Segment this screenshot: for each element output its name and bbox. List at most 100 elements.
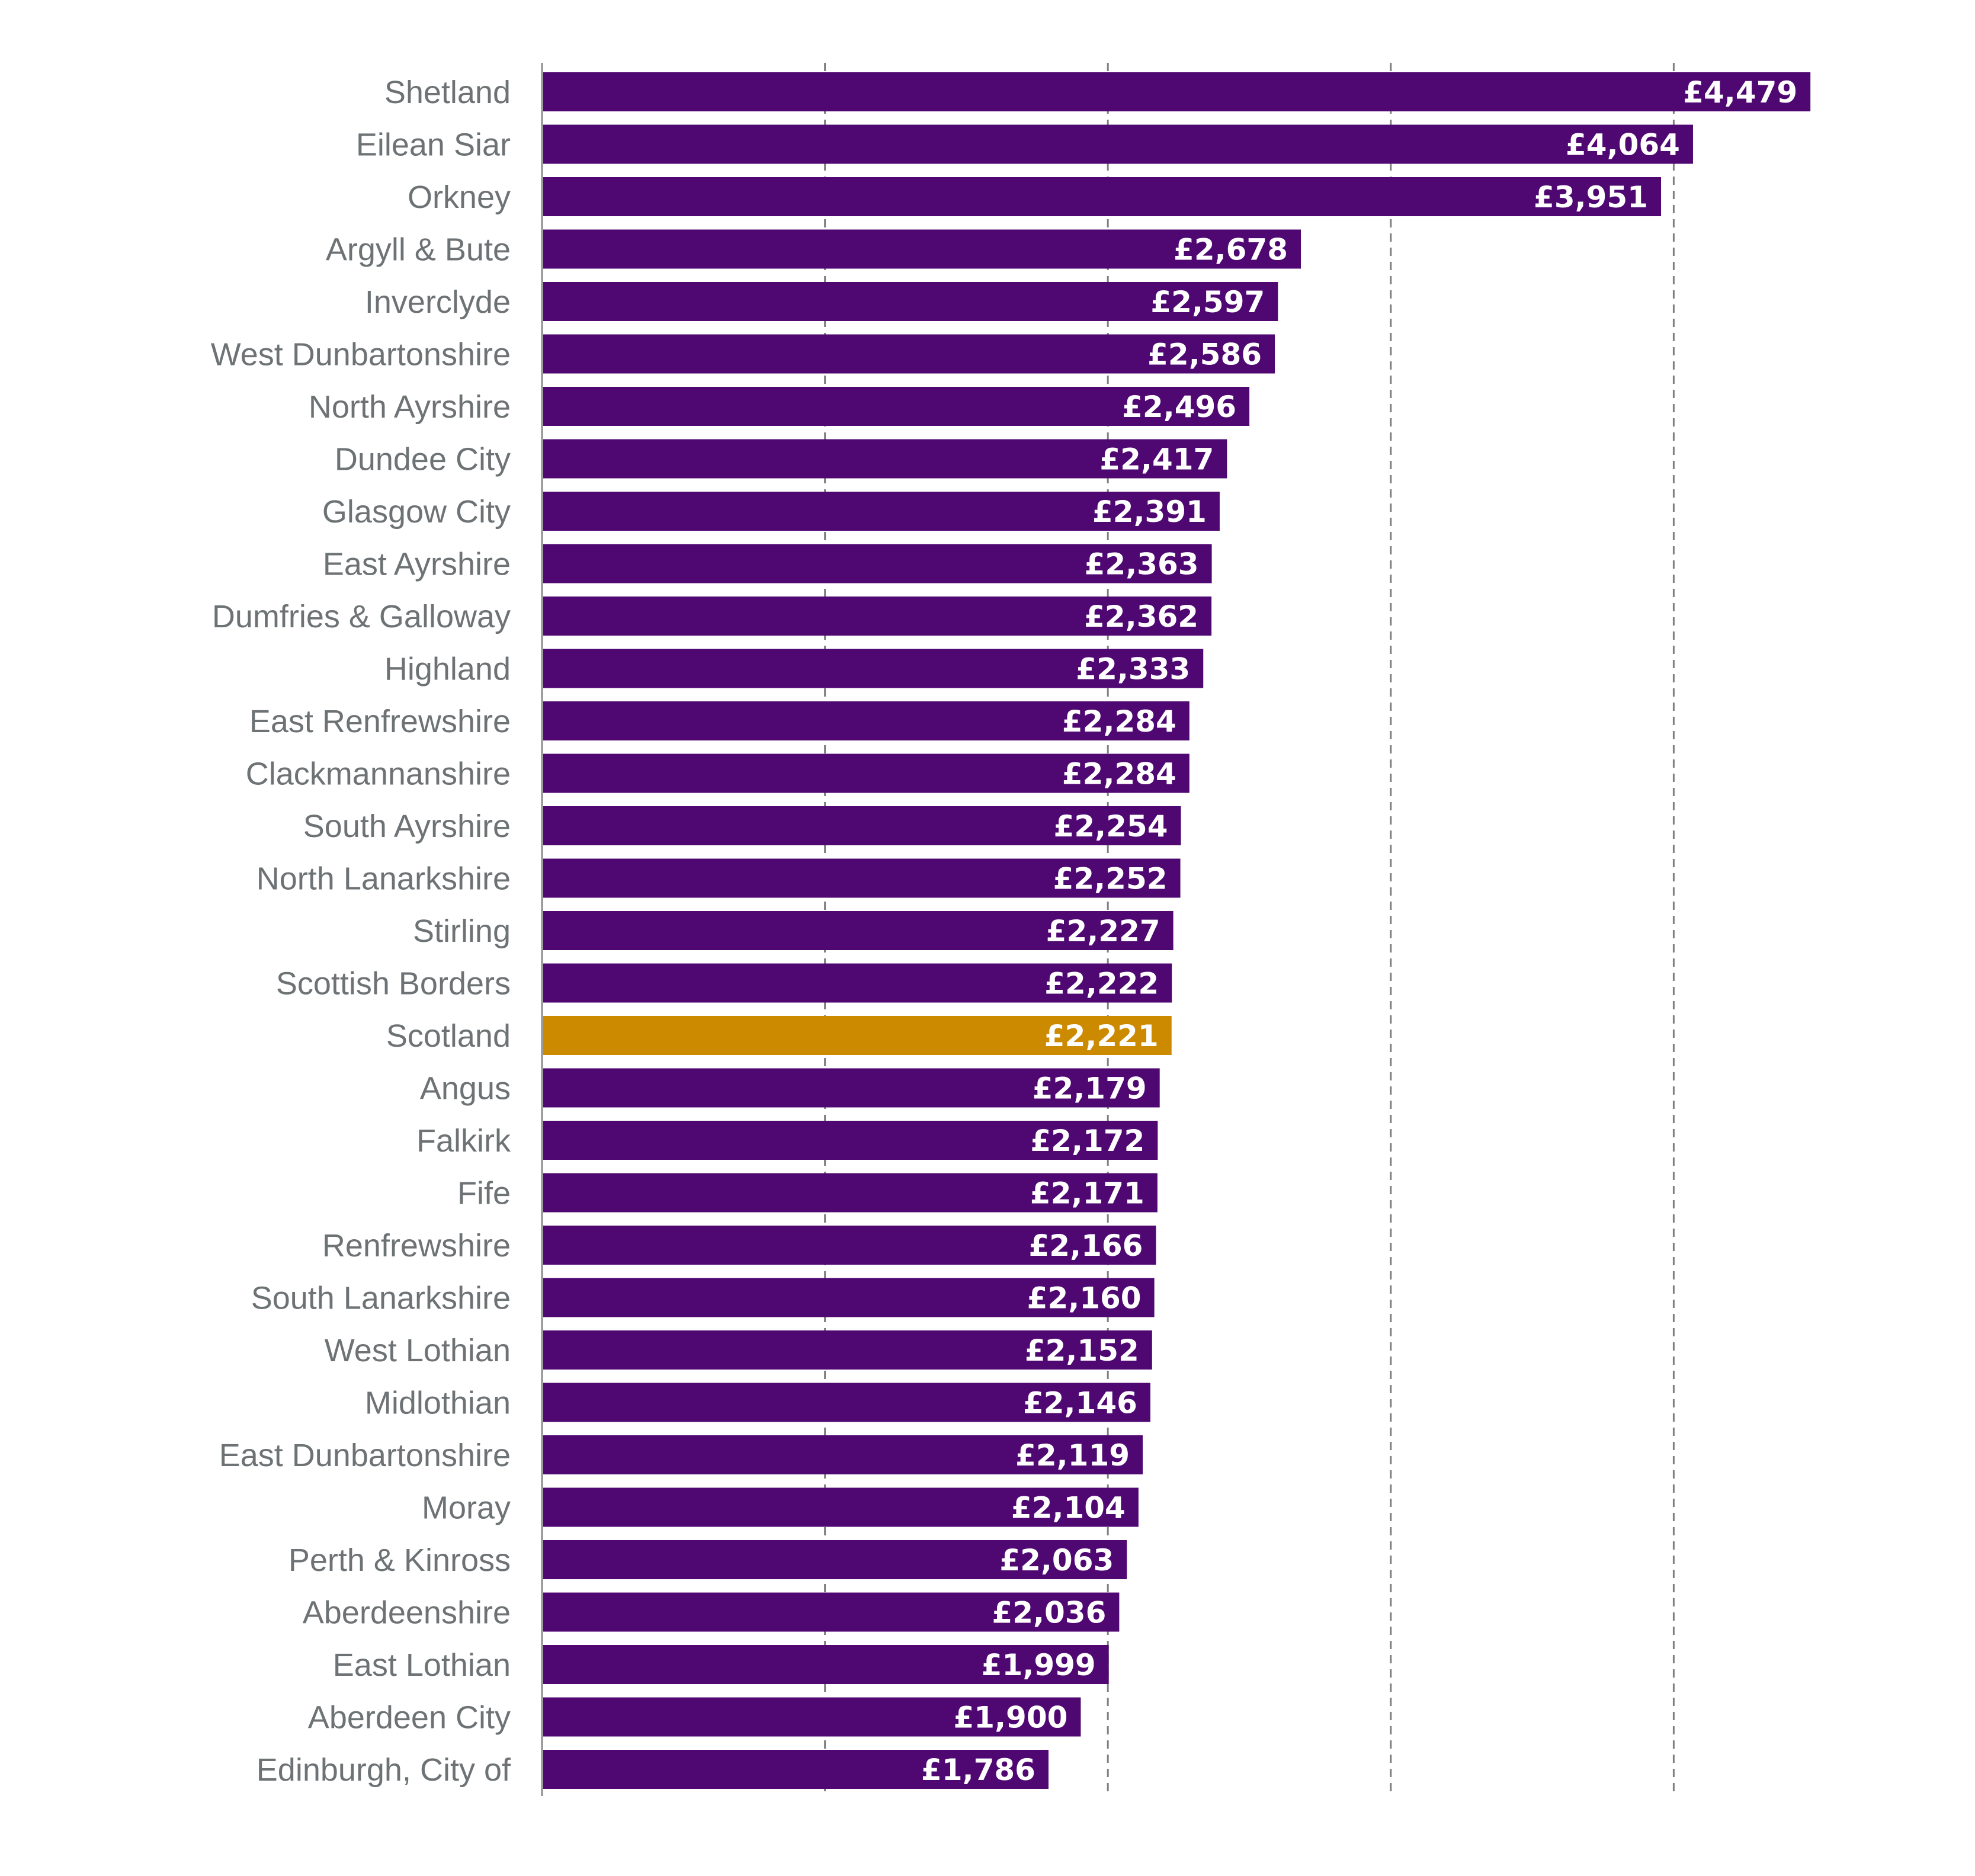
data-label: £2,227 [1046, 914, 1160, 948]
data-label: £2,171 [1030, 1176, 1144, 1211]
category-labels: Shetland Eilean Siar Orkney Argyll & Bute In… [211, 75, 511, 1788]
data-label: £2,586 [1147, 338, 1262, 372]
category-label: East Dunbartonshire [219, 1438, 511, 1473]
category-label: Edinburgh, City of [257, 1752, 511, 1788]
data-label: £2,146 [1023, 1386, 1137, 1420]
bar [543, 1226, 1156, 1265]
category-label: West Dunbartonshire [211, 337, 511, 373]
category-label: Aberdeenshire [303, 1595, 511, 1631]
category-label: Stirling [413, 913, 511, 949]
data-label: £2,221 [1044, 1019, 1159, 1053]
category-label: Perth & Kinross [288, 1543, 511, 1578]
bar [543, 1435, 1143, 1474]
data-label: £2,119 [1015, 1438, 1130, 1473]
bar [543, 544, 1212, 583]
data-label: £2,678 [1174, 233, 1288, 267]
bar [543, 701, 1190, 740]
category-label: South Lanarkshire [251, 1281, 511, 1316]
data-label: £3,951 [1534, 180, 1648, 214]
data-label: £1,786 [921, 1753, 1035, 1787]
category-label: East Renfrewshire [249, 704, 511, 739]
category-label: Dundee City [335, 442, 511, 477]
bar [543, 1750, 1049, 1789]
data-label: £2,417 [1099, 442, 1214, 477]
bar [543, 1592, 1120, 1632]
bar [543, 282, 1278, 321]
data-label: £2,063 [999, 1543, 1114, 1577]
category-label: East Lothian [333, 1647, 511, 1683]
category-label: Midlothian [365, 1386, 511, 1421]
category-label: Falkirk [416, 1123, 511, 1159]
category-label: Clackmannanshire [246, 756, 511, 792]
bar [543, 753, 1190, 793]
category-label: South Ayrshire [303, 809, 511, 844]
data-label: £2,284 [1062, 704, 1176, 739]
data-label: £2,172 [1030, 1124, 1144, 1158]
category-label: Moray [422, 1490, 511, 1526]
bar [543, 124, 1693, 164]
bar [543, 492, 1220, 531]
category-label: Shetland [384, 75, 511, 110]
bar [543, 177, 1661, 216]
bar [543, 72, 1811, 111]
data-label: £2,152 [1025, 1333, 1139, 1368]
bar [543, 1645, 1109, 1684]
bar [543, 1016, 1172, 1055]
bar [543, 1068, 1160, 1108]
bar [543, 387, 1250, 426]
bar [543, 1173, 1158, 1213]
data-label: £2,222 [1044, 967, 1159, 1001]
bar [543, 649, 1204, 688]
data-label: £2,166 [1029, 1229, 1143, 1263]
data-label: £4,064 [1566, 128, 1680, 162]
bars: £4,479£4,064 £3,951 £2,678 £2,597 £2,586 £2,4… [543, 72, 1811, 1789]
data-label: £2,284 [1062, 757, 1176, 791]
category-label: North Ayrshire [309, 389, 511, 425]
category-label: Orkney [408, 179, 511, 215]
category-label: Highland [384, 652, 511, 687]
category-label: Scottish Borders [276, 966, 511, 1002]
bar [543, 334, 1275, 374]
category-label: Dumfries & Galloway [212, 599, 511, 634]
bar [543, 858, 1181, 898]
bar [543, 806, 1181, 845]
bar [543, 597, 1212, 636]
category-label: Angus [420, 1071, 511, 1107]
category-label: North Lanarkshire [257, 861, 511, 897]
category-label: East Ayrshire [323, 547, 511, 582]
data-label: £2,391 [1092, 495, 1207, 529]
bar [543, 1487, 1139, 1527]
category-label: Glasgow City [322, 494, 511, 530]
category-label: Renfrewshire [322, 1228, 511, 1264]
data-label: £2,254 [1054, 809, 1168, 844]
bar [543, 229, 1301, 269]
bar [543, 911, 1174, 950]
bar [543, 1278, 1155, 1317]
bar [543, 963, 1172, 1003]
data-label: £2,104 [1011, 1491, 1126, 1525]
data-label: £2,179 [1033, 1072, 1147, 1106]
data-label: £2,252 [1053, 862, 1168, 896]
category-label: Inverclyde [365, 284, 511, 320]
data-label: £4,479 [1683, 75, 1797, 110]
bar [543, 1697, 1081, 1737]
bar [543, 1540, 1127, 1579]
data-label: £2,362 [1084, 599, 1198, 634]
category-label: Aberdeen City [308, 1700, 511, 1736]
data-label: £2,597 [1150, 285, 1265, 319]
category-label: Eilean Siar [356, 127, 511, 163]
category-label: West Lothian [325, 1333, 511, 1368]
bar [543, 439, 1227, 479]
data-label: £1,999 [982, 1648, 1096, 1682]
data-label: £2,160 [1027, 1281, 1142, 1316]
data-label: £2,363 [1085, 547, 1199, 582]
category-label: Scotland [386, 1018, 511, 1054]
bar [543, 1383, 1150, 1422]
category-label: Argyll & Bute [326, 232, 511, 268]
category-label: Fife [457, 1176, 511, 1211]
data-label: £2,496 [1122, 390, 1236, 424]
data-label: £1,900 [953, 1701, 1067, 1735]
data-label: £2,333 [1076, 652, 1190, 687]
bar [543, 1330, 1152, 1370]
